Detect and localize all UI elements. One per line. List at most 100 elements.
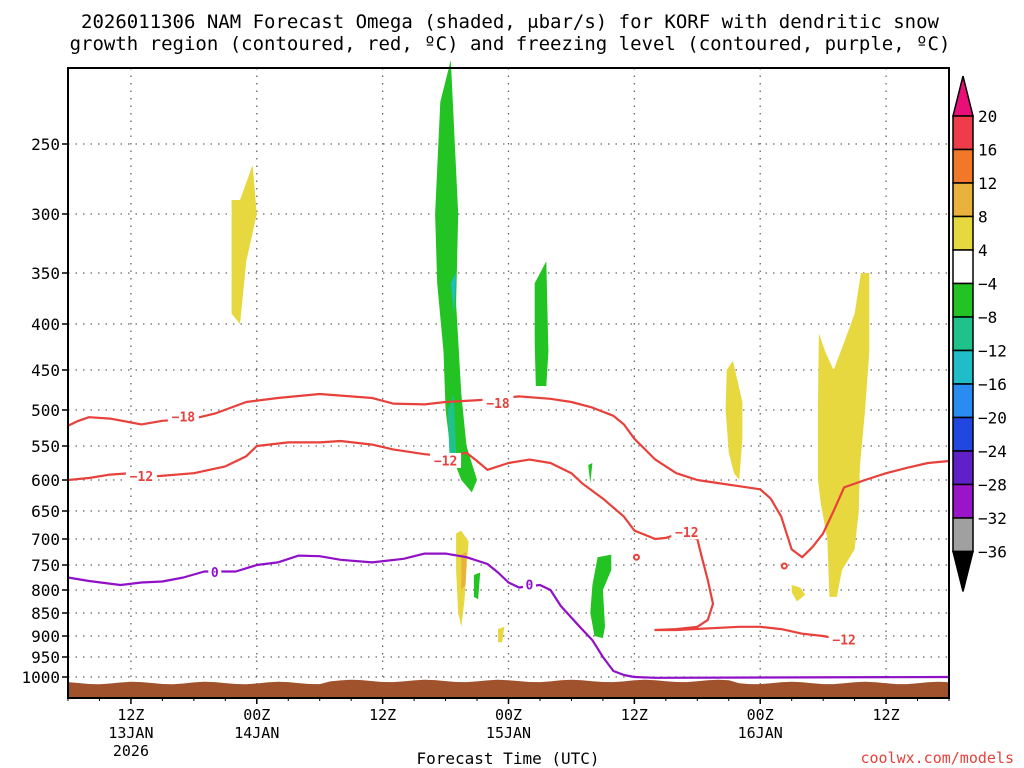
colorbar-label: −36: [978, 543, 1007, 562]
y-tick-label: 350: [31, 264, 60, 283]
contour--12: [67, 439, 845, 642]
y-tick-label: 500: [31, 401, 60, 420]
omega-pos-yellow-1: [231, 165, 257, 324]
x-tick-label: 15JAN: [486, 724, 531, 742]
colorbar-segment: [952, 450, 974, 486]
omega-pos-yellow-6: [791, 585, 806, 602]
contour-label-0: 0: [211, 566, 219, 581]
colorbar-label: −8: [978, 308, 997, 327]
omega-neg-green-2: [534, 261, 549, 386]
colorbar-label: 20: [978, 107, 997, 126]
contour-label-bg: [522, 577, 536, 592]
contour-0: [67, 552, 950, 679]
y-tick-label: 450: [31, 361, 60, 380]
colorbar-segment: [952, 215, 974, 251]
x-tick-label: 00Z: [495, 706, 522, 724]
x-tick-label: 00Z: [243, 706, 270, 724]
contour-label-bg: [430, 452, 462, 468]
contour-label--12: −12: [434, 454, 457, 469]
y-tick-label: 600: [31, 471, 60, 490]
colorbar-label: 12: [978, 174, 997, 193]
colorbar-label: 4: [978, 241, 988, 260]
x-tick-label: 14JAN: [234, 724, 279, 742]
colorbar-label: 16: [978, 141, 997, 160]
omega-pos-yellow-3: [498, 626, 505, 643]
omega-pos-yellow-4: [725, 360, 743, 480]
contour-label-0: 0: [526, 579, 534, 594]
colorbar-segment: [952, 383, 974, 419]
colorbar-label: −20: [978, 409, 1007, 428]
x-tick-label: 00Z: [747, 706, 774, 724]
colorbar-label: −28: [978, 476, 1007, 495]
colorbar-segment: [952, 115, 974, 151]
credit-link[interactable]: coolwx.com/models: [860, 749, 1014, 767]
y-tick-label: 750: [31, 556, 60, 575]
x-tick-label: 12Z: [369, 706, 396, 724]
contour-label--18: −18: [172, 411, 196, 426]
y-tick-label: 850: [31, 604, 60, 623]
colorbar-segment: [952, 182, 974, 218]
y-tick-label: 550: [31, 437, 60, 456]
colorbar-segment: [952, 316, 974, 352]
contour-label-bg: [828, 632, 860, 648]
omega-neg-green-1: [435, 60, 477, 493]
colorbar-label: −32: [978, 509, 1007, 528]
contour-label--18: −18: [486, 397, 510, 412]
x-tick-label: 12Z: [117, 706, 144, 724]
omega-neg-green-5: [473, 572, 481, 600]
contour--18: [67, 392, 950, 559]
y-tick-label: 900: [31, 627, 60, 646]
contour-label--12: −12: [130, 470, 153, 485]
colorbar-top-extend: [952, 75, 974, 117]
contour-label-bg: [167, 409, 199, 425]
x-tick-label: 12Z: [873, 706, 900, 724]
y-tick-label: 800: [31, 581, 60, 600]
contour-fragment: [632, 553, 640, 561]
x-tick-label: 16JAN: [738, 724, 783, 742]
colorbar-label: 8: [978, 208, 988, 227]
y-axis: 250 300 350 400 450 500 550 600 650 700 750 800 850 9…: [21, 135, 68, 687]
y-tick-label: 300: [31, 205, 60, 224]
chart-title-line2: growth region (contoured, red, ºC) and f…: [70, 33, 951, 55]
x-axis-title: Forecast Time (UTC): [416, 749, 599, 768]
colorbar-label: −16: [978, 375, 1007, 394]
y-tick-label: 650: [31, 502, 60, 521]
x-tick-label: 12Z: [621, 706, 648, 724]
contour-label-bg: [671, 524, 703, 540]
chart-title-line1: 2026011306 NAM Forecast Omega (shaded, μ…: [81, 11, 939, 33]
colorbar-segment: [952, 148, 974, 184]
omega-pos-orange-1: [461, 552, 467, 590]
omega-neg-cyan-1: [450, 273, 457, 314]
contour-label--12: −12: [675, 526, 698, 541]
omega-pos-yellow-5: [817, 273, 870, 597]
omega-neg-green-3: [590, 554, 612, 639]
colorbar-label: −24: [978, 442, 1007, 461]
omega-neg-teal-1: [447, 394, 457, 463]
colorbar-segment: [952, 249, 974, 285]
omega-neg-green-4: [588, 463, 593, 484]
contour-label-bg: [482, 395, 514, 411]
colorbar: 20 16 12 8 4 −4 −8 −12 −16 −20 −24 −28 −32 −36: [952, 75, 1007, 592]
y-tick-label: 1000: [21, 668, 60, 687]
colorbar-bottom-extend: [952, 550, 974, 592]
colorbar-label: −4: [978, 275, 997, 294]
x-tick-label: 2026: [113, 742, 149, 760]
colorbar-segment: [952, 349, 974, 385]
y-tick-label: 700: [31, 530, 60, 549]
colorbar-label: −12: [978, 342, 1007, 361]
colorbar-segment: [952, 483, 974, 519]
colorbar-segment: [952, 282, 974, 318]
y-tick-label: 400: [31, 315, 60, 334]
contour-label--12: −12: [832, 634, 855, 649]
contour-label-bg: [208, 564, 222, 580]
x-tick-label: 13JAN: [108, 724, 153, 742]
contour-fragment: [780, 562, 788, 570]
colorbar-segment: [952, 517, 974, 553]
y-tick-label: 250: [31, 135, 60, 154]
terrain-surface: [68, 679, 949, 698]
y-tick-label: 950: [31, 648, 60, 667]
colorbar-segment: [952, 416, 974, 452]
contour-label-bg: [125, 468, 157, 484]
